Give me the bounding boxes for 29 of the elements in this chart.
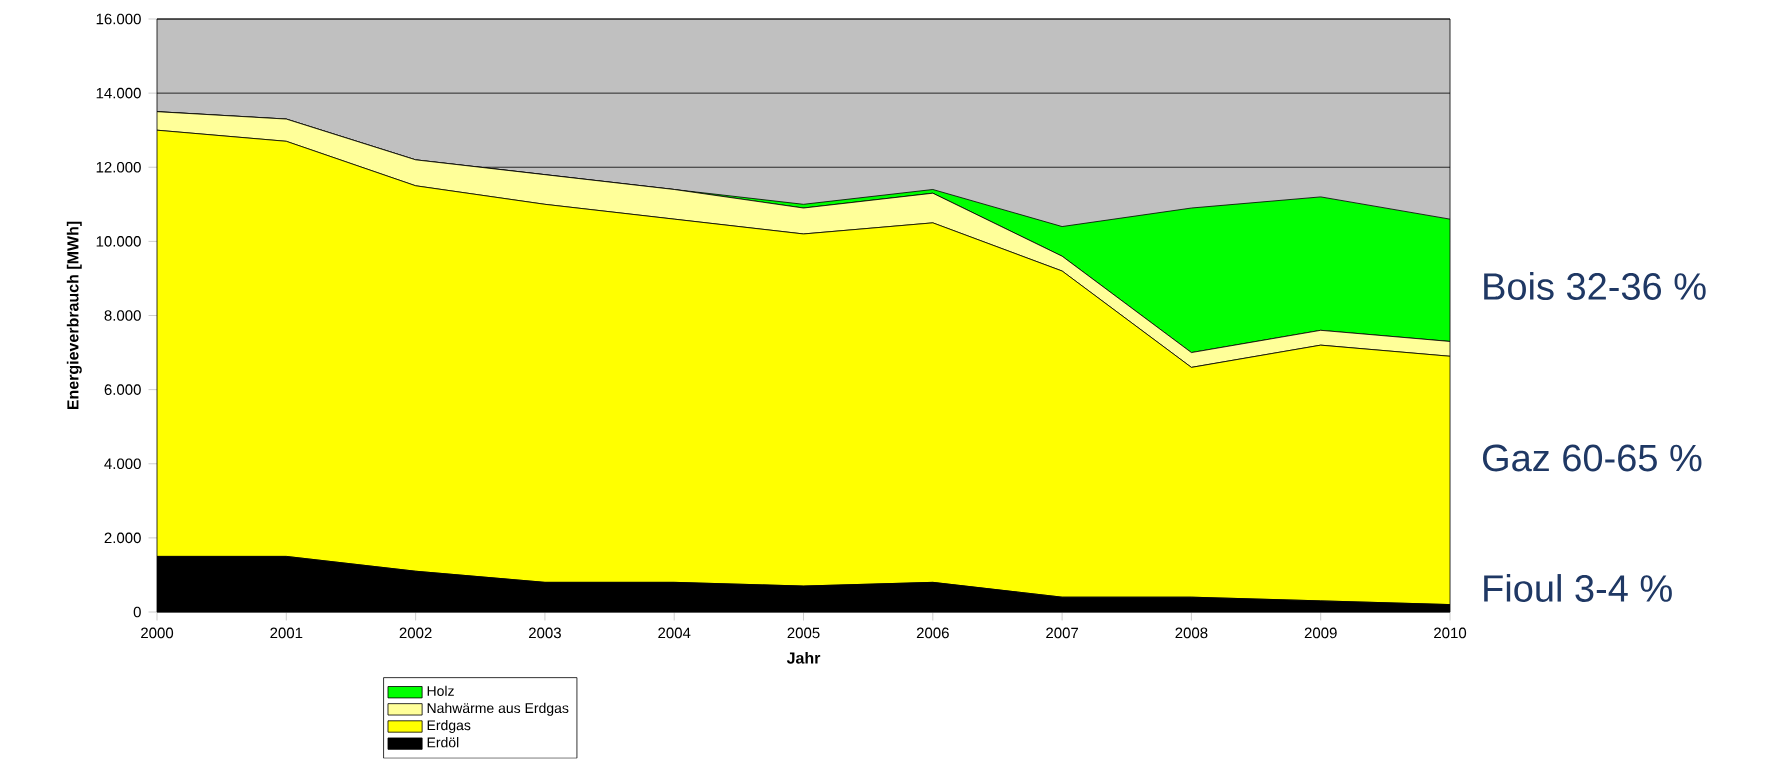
y-tick-label: 14.000: [96, 88, 141, 99]
text: Fioul 3-4 %: [1484, 574, 1672, 603]
x-tick-label: 2007: [1046, 627, 1079, 639]
x-tick-label: 2010: [1434, 627, 1467, 639]
x-tick-label: 2008: [1175, 627, 1208, 639]
legend-label: Nahwärme aus Erdgas: [427, 702, 569, 717]
x-tick-label: 2005: [787, 627, 820, 639]
legend-label: Erdgas: [427, 720, 471, 734]
y-tick-label: 16.000: [96, 13, 141, 25]
y-axis-title: Energieverbrauch [MWh]: [66, 221, 82, 410]
legend-label: Erdöl: [427, 737, 459, 748]
y-tick-label: 2.000: [104, 532, 141, 544]
y-tick-label: 10.000: [96, 236, 141, 247]
y-tick-label: 12.000: [96, 162, 141, 173]
x-tick-label: 2003: [528, 627, 561, 639]
x-tick-label: 2002: [399, 627, 432, 639]
x-axis-title: Jahr: [786, 652, 821, 664]
x-tick-label: 2004: [658, 627, 691, 639]
y-tick-label: 6.000: [104, 384, 141, 396]
x-tick-label: 2009: [1304, 627, 1337, 639]
y-tick-label: 8.000: [104, 310, 141, 322]
x-tick-label: 2001: [270, 627, 303, 639]
legend-label: Holz: [427, 685, 454, 697]
x-tick-label: 2000: [141, 627, 174, 639]
text: Bois 32-36 %: [1484, 272, 1706, 301]
text: Gaz 60-65 %: [1483, 444, 1702, 472]
y-tick-label: 0: [133, 606, 141, 618]
y-tick-label: 4.000: [104, 458, 141, 470]
x-tick-label: 2006: [916, 627, 949, 639]
